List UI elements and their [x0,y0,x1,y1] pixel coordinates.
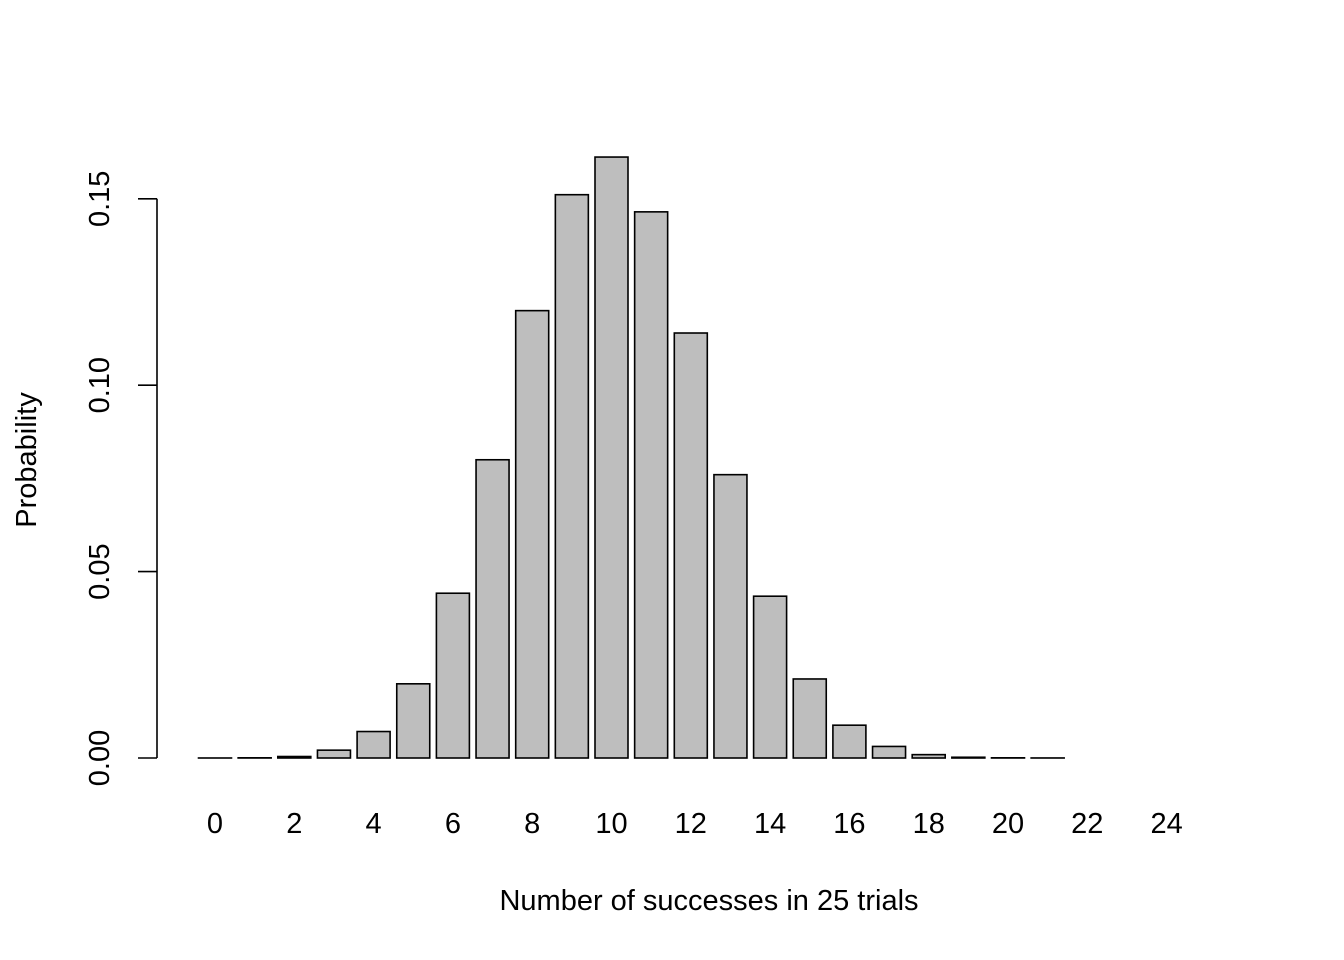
x-tick-label: 16 [833,808,865,840]
bar-11 [633,211,669,759]
x-tick-label: 2 [286,808,302,840]
bar-6 [435,592,471,759]
y-tick-label: 0.05 [84,543,116,599]
x-axis-title: Number of successes in 25 trials [499,885,918,917]
x-tick-label: 24 [1150,808,1182,840]
bar-14 [752,595,788,759]
y-axis-title: Probability [11,392,43,528]
x-tick-label: 4 [366,808,382,840]
x-axis: 0 2 4 6 8 10 12 14 16 18 20 22 24 [207,808,1183,840]
x-tick-label: 8 [524,808,540,840]
bars-layer [197,156,1065,759]
x-tick-label: 18 [913,808,945,840]
bar-16 [832,724,867,759]
bar-19 [951,756,986,759]
bar-10 [594,156,629,759]
bar-2 [276,755,312,759]
bar-15 [792,678,828,759]
bar-9 [554,193,590,759]
bar-8 [514,309,550,759]
x-tick-label: 14 [754,808,786,840]
bar-5 [395,683,431,759]
bar-17 [871,745,907,759]
y-tick-label: 0.00 [84,730,116,786]
bar-3 [316,749,352,759]
x-tick-label: 12 [675,808,707,840]
bar-12 [673,332,709,759]
x-tick-label: 22 [1071,808,1103,840]
x-tick-label: 10 [595,808,627,840]
x-tick-label: 6 [445,808,461,840]
y-tick-label: 0.15 [84,171,116,227]
bar-13 [713,473,748,759]
bar-4 [356,730,391,759]
y-tick-label: 0.10 [84,357,116,413]
bar-7 [475,458,510,759]
x-tick-label: 20 [992,808,1024,840]
bar-18 [911,753,947,759]
x-tick-label: 0 [207,808,223,840]
y-axis: 0.00 0.05 0.10 0.15 [84,171,158,786]
